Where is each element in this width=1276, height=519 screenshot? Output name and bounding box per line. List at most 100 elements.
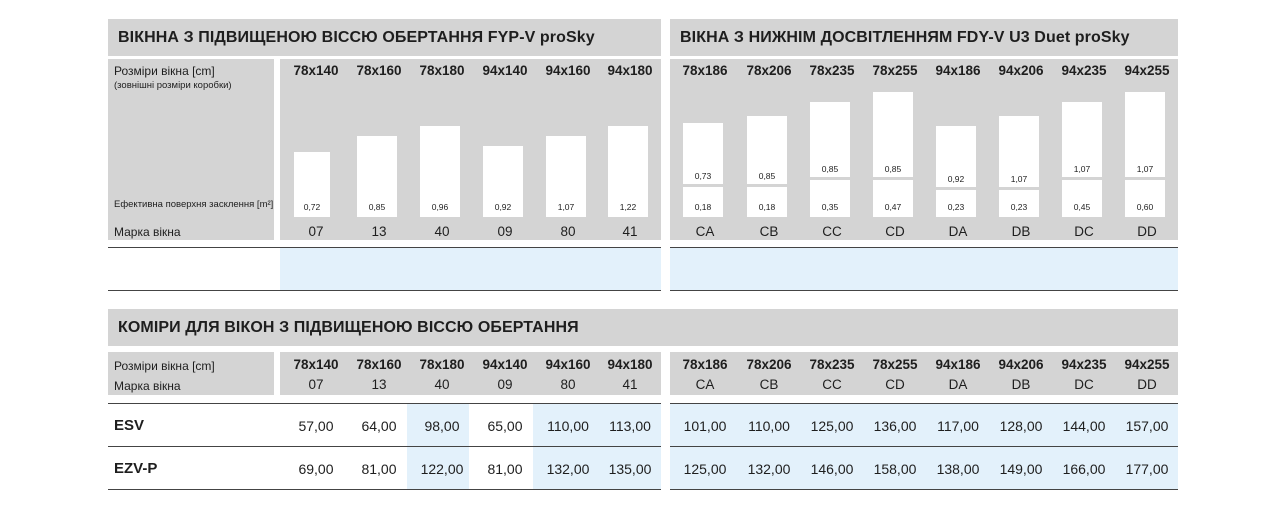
surface-value: 1,22 — [619, 202, 637, 212]
window-bar: 0,85 — [357, 136, 397, 217]
window-size: 78x180 — [419, 63, 465, 78]
section1-label-panel — [108, 59, 274, 240]
window-size: 78x186 — [682, 63, 728, 78]
collar-mark: CD — [885, 377, 905, 392]
s3-bottom-line-2 — [670, 489, 1178, 490]
mark-label: Марка вікна — [114, 225, 181, 239]
surface-label: Ефективна поверхня засклення [m²] — [114, 199, 274, 210]
collar-price: 110,00 — [547, 418, 589, 434]
window-bar: 0,85 0,35 — [810, 102, 850, 217]
collar-size: 94x160 — [545, 357, 591, 372]
price-row-top-line — [108, 247, 661, 248]
s3-bottom-line — [108, 489, 661, 490]
collar-price: 138,00 — [936, 461, 980, 477]
collar-mark: 80 — [560, 377, 576, 392]
window-mark: DC — [1074, 224, 1094, 239]
window-bar: 0,92 0,23 — [936, 126, 976, 217]
collar-price: 128,00 — [999, 418, 1043, 434]
collar-mark: 09 — [497, 377, 513, 392]
surface-value: 0,92 — [494, 202, 512, 212]
bar-separator — [1125, 177, 1165, 180]
collar-price: 132,00 — [546, 461, 590, 477]
window-mark: DB — [1011, 224, 1031, 239]
section1-title: ВІКННА З ПІДВИЩЕНОЮ ВІССЮ ОБЕРТАННЯ FYP-… — [108, 19, 661, 56]
collar-size: 78x235 — [809, 357, 855, 372]
upper-surface-value: 0,85 — [758, 171, 776, 181]
collar-size: 78x206 — [746, 357, 792, 372]
s3-mid-line — [108, 446, 661, 447]
window-mark: 80 — [560, 224, 576, 239]
collar-price: 135,00 — [608, 461, 652, 477]
collar-size: 94x180 — [607, 357, 653, 372]
upper-surface-value: 1,07 — [1136, 164, 1154, 174]
collar-size: 78x160 — [356, 357, 402, 372]
collar-price: 110,00 — [748, 418, 790, 434]
collar-price: 125,00 — [810, 418, 854, 434]
window-mark: 13 — [371, 224, 387, 239]
collar-price: 69,00 — [298, 461, 334, 477]
window-size: 94x235 — [1061, 63, 1107, 78]
window-size: 78x160 — [356, 63, 402, 78]
s3-size-label: Розміри вікна [cm] — [114, 359, 215, 373]
collar-size: 78x255 — [872, 357, 918, 372]
window-size: 78x255 — [872, 63, 918, 78]
lower-surface-value: 0,35 — [821, 202, 839, 212]
surface-value: 0,96 — [431, 202, 449, 212]
size-sublabel: (зовнішні розміри коробки) — [114, 80, 232, 91]
upper-surface-value: 0,85 — [884, 164, 902, 174]
window-mark: 09 — [497, 224, 513, 239]
collar-price: 101,00 — [683, 418, 727, 434]
bar-separator — [873, 177, 913, 180]
collar-price: 57,00 — [298, 418, 334, 434]
window-bar: 0,72 — [294, 152, 330, 217]
window-bar: 0,92 — [483, 146, 523, 217]
price-row-bg-1 — [280, 248, 661, 290]
collar-price: 177,00 — [1125, 461, 1169, 477]
lower-surface-value: 0,23 — [1010, 202, 1028, 212]
lower-surface-value: 0,47 — [884, 202, 902, 212]
collar-mark: DD — [1137, 377, 1157, 392]
collar-mark: CB — [759, 377, 779, 392]
upper-surface-value: 0,92 — [947, 174, 965, 184]
size-label: Розміри вікна [cm] — [114, 64, 215, 78]
collar-price: 81,00 — [487, 461, 523, 477]
collar-price: 144,00 — [1062, 418, 1106, 434]
collar-price: 146,00 — [810, 461, 854, 477]
window-size: 94x180 — [607, 63, 653, 78]
collar-mark: CC — [822, 377, 842, 392]
window-size: 94x206 — [998, 63, 1044, 78]
collar-price: 98,00 — [424, 418, 460, 434]
price-row-bottom-line-2 — [670, 290, 1178, 291]
collar-size: 94x186 — [935, 357, 981, 372]
section2-title: ВІКНА З НИЖНІМ ДОСВІТЛЕННЯМ FDY-V U3 Due… — [670, 19, 1178, 56]
collar-row-label: EZV-P — [114, 460, 158, 477]
window-mark: 41 — [622, 224, 638, 239]
bar-separator — [810, 177, 850, 180]
surface-value: 0,72 — [303, 202, 321, 212]
collar-size: 94x140 — [482, 357, 528, 372]
window-size: 78x140 — [293, 63, 339, 78]
bar-separator — [1062, 177, 1102, 180]
upper-surface-value: 1,07 — [1073, 164, 1091, 174]
window-size: 78x235 — [809, 63, 855, 78]
s3-mid-line-2 — [670, 446, 1178, 447]
collar-price: 65,00 — [487, 418, 523, 434]
lower-surface-value: 0,45 — [1073, 202, 1091, 212]
collar-size: 78x180 — [419, 357, 465, 372]
lower-surface-value: 0,23 — [947, 202, 965, 212]
window-bar: 1,07 — [546, 136, 586, 217]
s3-top-line-2 — [670, 403, 1178, 404]
collar-size: 94x206 — [998, 357, 1044, 372]
price-row-bottom-line — [108, 290, 661, 291]
window-size: 94x255 — [1124, 63, 1170, 78]
collar-price: 64,00 — [361, 418, 397, 434]
collar-mark: CA — [695, 377, 715, 392]
collar-price: 132,00 — [747, 461, 791, 477]
collar-price: 166,00 — [1062, 461, 1106, 477]
window-mark: 40 — [434, 224, 450, 239]
window-bar: 1,07 0,45 — [1062, 102, 1102, 217]
window-mark: CC — [822, 224, 842, 239]
surface-value: 0,85 — [368, 202, 386, 212]
collar-size: 78x140 — [293, 357, 339, 372]
surface-value: 1,07 — [557, 202, 575, 212]
